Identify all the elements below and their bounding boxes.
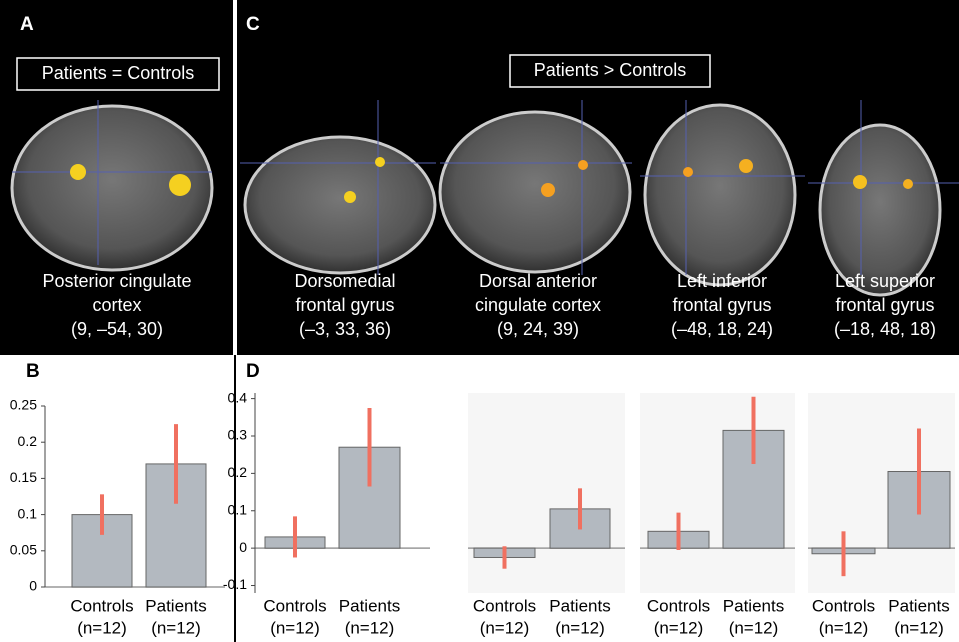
page: {"panels":{ "a":{"letter":"A","box":"Pat… — [0, 0, 959, 642]
x-tick-label: Patients — [549, 596, 610, 615]
condition-label: Patients = Controls — [42, 63, 195, 83]
x-tick-label: Controls — [647, 596, 710, 615]
region-label: Left superior — [835, 271, 935, 291]
panel-letter: B — [26, 361, 40, 382]
x-tick-label: Controls — [263, 596, 326, 615]
region-coords: (9, –54, 30) — [71, 319, 163, 339]
panel-letter: D — [246, 361, 260, 382]
x-tick-label: Patients — [339, 596, 400, 615]
y-tick-label: 0.4 — [228, 389, 248, 405]
y-tick-label: 0.1 — [228, 501, 248, 517]
y-tick-label: 0 — [239, 539, 247, 555]
charts: B 0 0.05 0.1 0.15 0.2 0.25 Controls (n=12) Patien… — [10, 361, 955, 637]
plot-bg — [468, 393, 625, 593]
group-size: (n=12) — [270, 618, 320, 637]
region-label: frontal gyrus — [295, 295, 394, 315]
y-tick-label: -0.1 — [223, 576, 247, 592]
group-size: (n=12) — [894, 618, 944, 637]
region-coords: (–48, 18, 24) — [671, 319, 773, 339]
y-tick-label: 0.25 — [10, 397, 37, 413]
group-size: (n=12) — [345, 618, 395, 637]
group-size: (n=12) — [654, 618, 704, 637]
region-label: Dorsomedial — [294, 271, 395, 291]
y-tick-label: 0.3 — [228, 427, 248, 443]
x-tick-label: Controls — [812, 596, 875, 615]
panel-letter: C — [246, 14, 260, 35]
region-label: cingulate cortex — [475, 295, 601, 315]
region-coords: (–18, 48, 18) — [834, 319, 936, 339]
region-coords: (–3, 33, 36) — [299, 319, 391, 339]
figure: A Patients = Controls Posterior cingulat… — [0, 0, 959, 642]
y-tick-label: 0.05 — [10, 542, 37, 558]
group-size: (n=12) — [151, 618, 201, 637]
panel-letter: A — [20, 14, 34, 35]
y-tick-label: 0.15 — [10, 469, 37, 485]
region-label: Left inferior — [677, 271, 767, 291]
y-tick-label: 0.2 — [228, 464, 248, 480]
group-size: (n=12) — [819, 618, 869, 637]
region-label: Posterior cingulate — [42, 271, 191, 291]
y-tick-label: 0.2 — [18, 433, 38, 449]
region-label: cortex — [92, 295, 141, 315]
group-size: (n=12) — [77, 618, 127, 637]
region-label: Dorsal anterior — [479, 271, 597, 291]
y-tick-label: 0 — [29, 578, 37, 594]
region-label: frontal gyrus — [835, 295, 934, 315]
y-tick-label: 0.1 — [18, 505, 38, 521]
condition-label: Patients > Controls — [534, 60, 687, 80]
x-tick-label: Patients — [723, 596, 784, 615]
x-tick-label: Patients — [888, 596, 949, 615]
group-size: (n=12) — [480, 618, 530, 637]
x-tick-label: Controls — [473, 596, 536, 615]
x-tick-label: Controls — [70, 596, 133, 615]
group-size: (n=12) — [729, 618, 779, 637]
region-coords: (9, 24, 39) — [497, 319, 579, 339]
region-label: frontal gyrus — [672, 295, 771, 315]
group-size: (n=12) — [555, 618, 605, 637]
x-tick-label: Patients — [145, 596, 206, 615]
